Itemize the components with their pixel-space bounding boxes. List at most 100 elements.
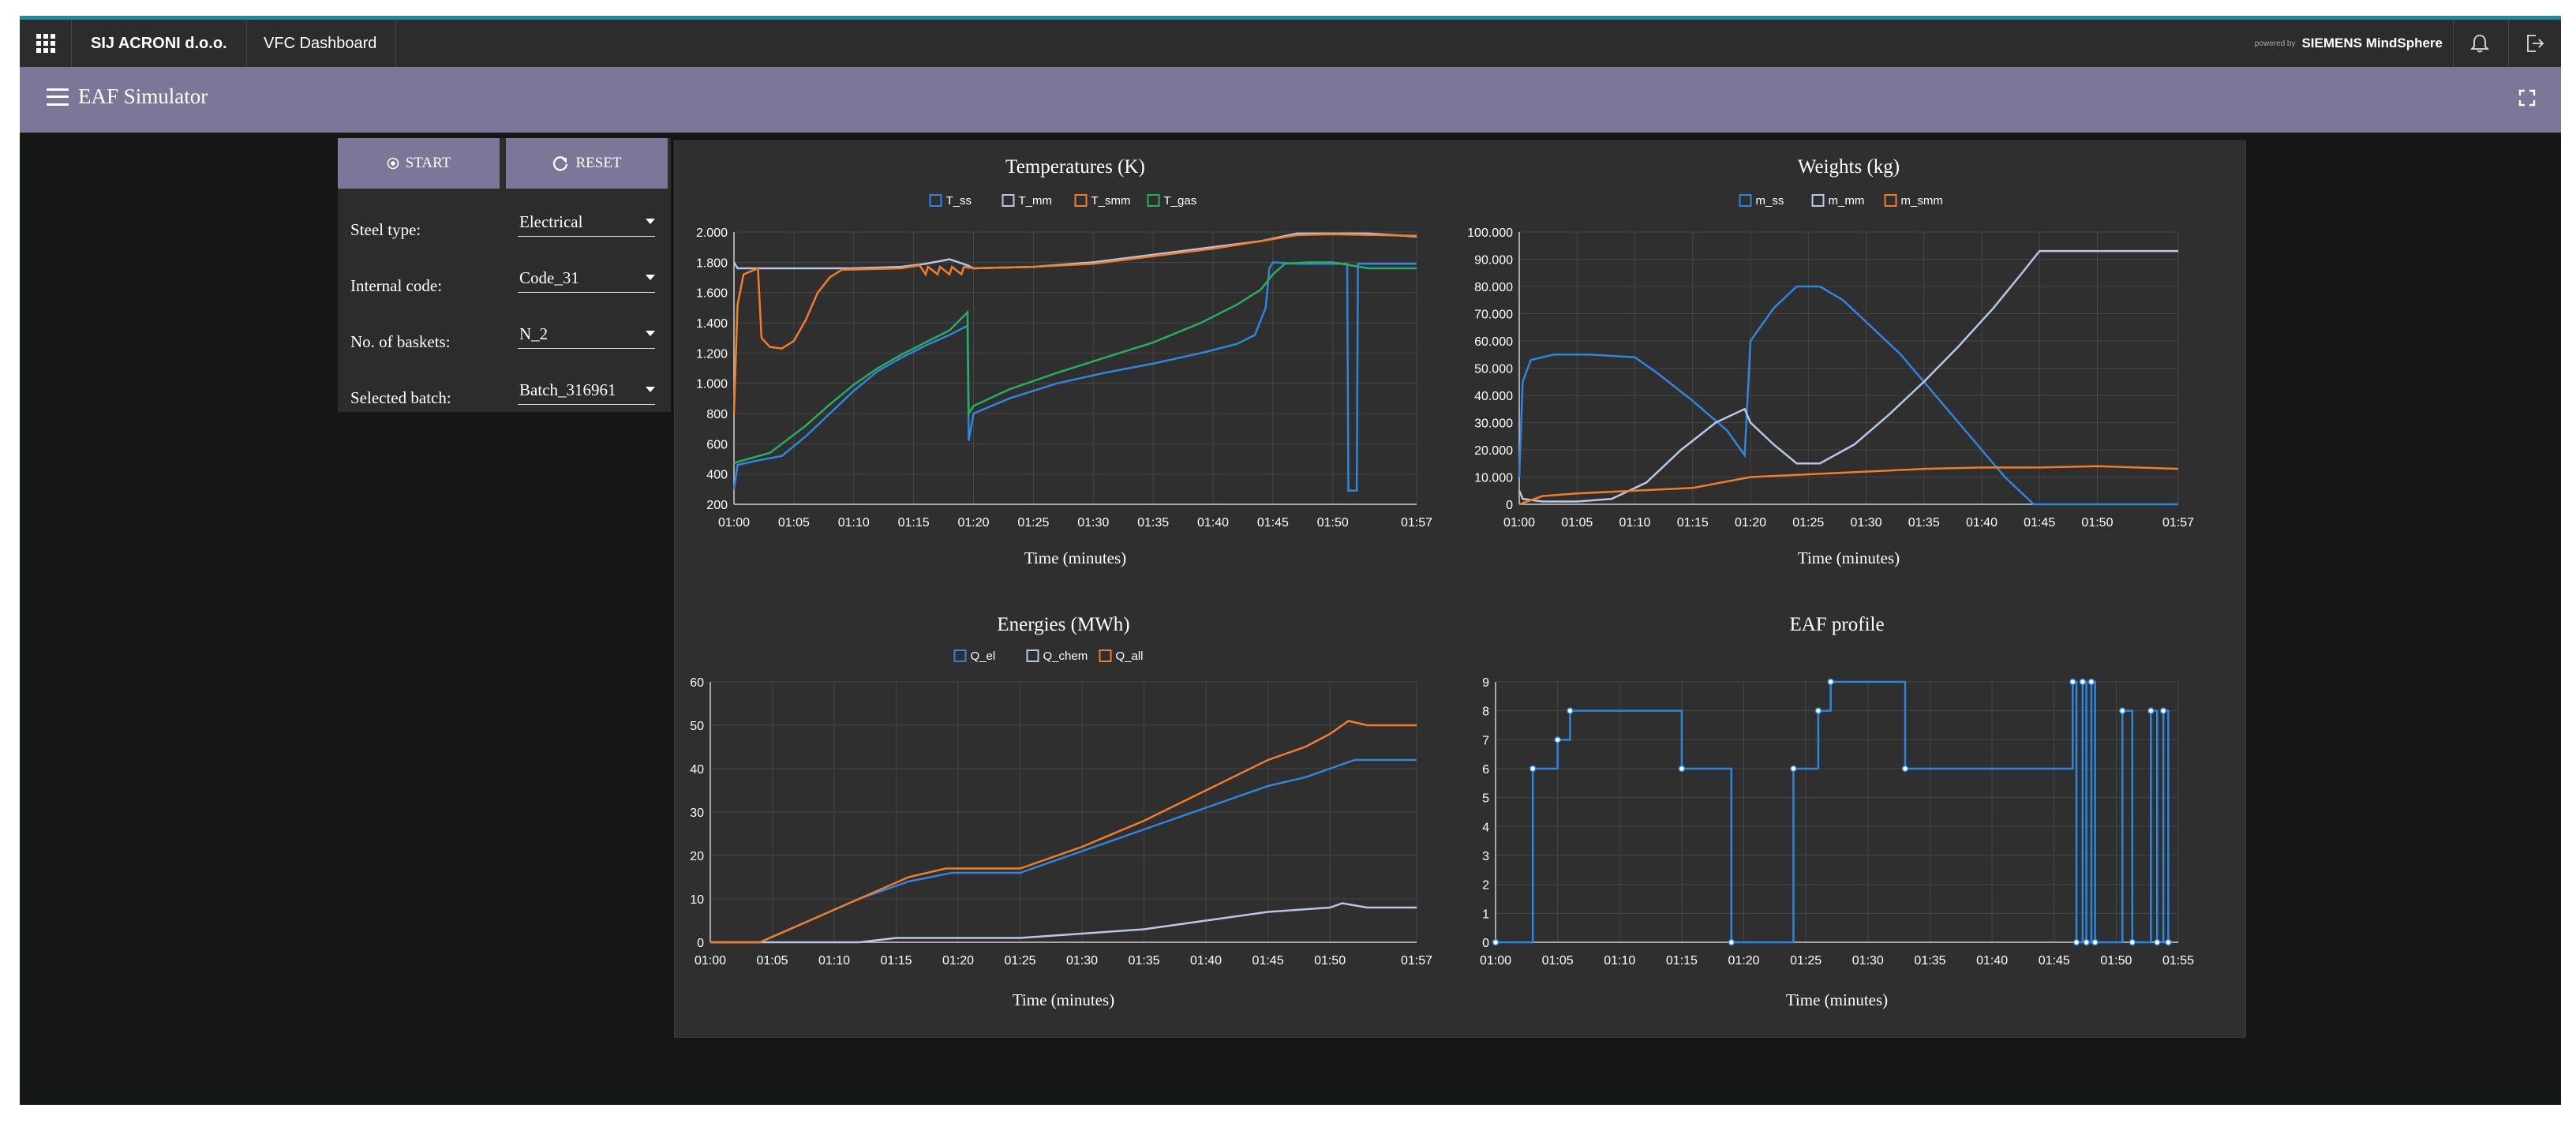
y-tick-label: 30 [690,807,704,820]
x-tick-label: 01:00 [1503,516,1535,530]
x-tick-label: 01:05 [1542,954,1574,968]
x-tick-label: 01:15 [898,516,930,530]
accent-line [20,16,2561,20]
batch-field: Selected batch: Batch_316961 [338,371,671,426]
data-point [2147,707,2155,714]
data-point [1678,765,1686,773]
play-circle-icon [387,157,399,170]
y-tick-label: 1 [1482,908,1489,921]
reset-label: RESET [575,155,622,171]
data-point [2091,938,2099,946]
weights-chart: Weights (kg) m_ss m_mm m_smm 0 10.000 20.000 30… [1467,156,2194,567]
x-tick-label: 01:10 [1619,516,1650,530]
steel-type-select[interactable]: Electrical [518,211,655,237]
brand-logo: powered by SIEMENS MindSphere [2255,20,2443,67]
legend-label: Q_all [1116,649,1144,663]
internal-code-value: Code_31 [519,268,579,287]
data-point [2165,938,2172,946]
x-tick-label: 01:40 [1190,954,1222,968]
x-tick-label: 01:50 [1317,516,1349,530]
page-title: EAF Simulator [78,84,208,108]
baskets-select[interactable]: N_2 [518,323,655,349]
chart-title: Energies (MWh) [997,614,1129,635]
data-point [1827,678,1834,686]
legend-item: m_mm [1811,194,1865,208]
y-tick-label: 60 [690,676,704,690]
x-tick-label: 01:15 [1677,516,1709,530]
data-point [2072,938,2080,946]
y-tick-label: 70.000 [1474,309,1513,322]
y-tick-label: 200 [706,499,728,512]
x-tick-label: 01:25 [1792,516,1824,530]
grid-icon [36,34,55,53]
caret-down-icon [646,331,655,336]
legend-swatch [1739,194,1752,207]
start-label: START [405,155,451,171]
y-tick-label: 10.000 [1474,472,1513,485]
x-tick-label: 01:25 [1005,954,1036,968]
data-point [2154,938,2161,946]
baskets-field: No. of baskets: N_2 [338,315,671,370]
y-tick-label: 3 [1482,850,1489,863]
chart-title: Temperatures (K) [1005,156,1145,178]
x-tick-label: 01:45 [1252,954,1284,968]
x-tick-label: 01:15 [1666,954,1698,968]
brand-name: SIEMENS MindSphere [2301,36,2443,51]
x-tick-label: 01:00 [718,516,750,530]
legend-item: T_mm [1002,194,1052,208]
y-tick-label: 20.000 [1474,444,1513,458]
batch-select[interactable]: Batch_316961 [518,379,655,405]
notifications-button[interactable] [2453,20,2506,67]
internal-code-select[interactable]: Code_31 [518,267,655,293]
legend-label: m_mm [1829,194,1865,208]
x-tick-label: 01:50 [2081,516,2113,530]
legend-swatch [953,649,967,662]
fullscreen-icon[interactable] [2518,89,2536,107]
y-tick-label: 5 [1482,792,1489,806]
charts-panel: Temperatures (K) T_ss T_mm T_smm T_gas 200 400… [674,140,2246,1038]
app-window: SIJ ACRONI d.o.o. VFC Dashboard powered … [20,16,2561,1105]
reset-button[interactable]: RESET [506,138,668,189]
y-tick-label: 0 [1506,499,1513,512]
simulator-controls: START RESET Steel type: Electrical Inter… [338,138,671,412]
legend-item: m_smm [1884,194,1943,208]
x-tick-label: 01:25 [1017,516,1049,530]
x-tick-label: 01:20 [1728,954,1760,968]
logout-button[interactable] [2508,20,2561,67]
y-tick-label: 1.600 [696,287,728,301]
app-name[interactable]: VFC Dashboard [245,20,397,67]
start-button[interactable]: START [338,138,500,189]
page-header: EAF Simulator [20,67,2561,133]
y-tick-label: 4 [1482,821,1489,834]
data-point [2083,938,2090,946]
y-tick-label: 100.000 [1467,226,1513,240]
legend-label: T_gas [1164,194,1197,208]
tenant-name[interactable]: SIJ ACRONI d.o.o. [72,20,247,67]
app-launcher-button[interactable] [20,20,72,67]
x-tick-label: 01:30 [1077,516,1109,530]
y-tick-label: 0 [1482,937,1489,950]
batch-label: Selected batch: [350,388,451,407]
y-tick-label: 6 [1482,763,1489,777]
y-tick-label: 600 [706,438,728,451]
x-tick-label: 01:20 [942,954,974,968]
y-tick-label: 1.200 [696,347,728,361]
legend-swatch [1099,649,1112,662]
data-point [2069,678,2076,686]
y-tick-label: 50 [690,720,704,733]
x-tick-label: 01:35 [1908,516,1940,530]
x-tick-label: 01:20 [957,516,989,530]
x-tick-label: 01:00 [695,954,726,968]
hamburger-menu-icon[interactable] [47,86,69,108]
y-tick-label: 800 [706,408,728,421]
x-tick-label: 01:00 [1480,954,1511,968]
x-tick-label: 01:05 [756,954,788,968]
x-tick-label: 01:45 [2024,516,2055,530]
y-tick-label: 20 [690,850,704,863]
series-line-m-mm [1518,249,2178,503]
legend-swatch [929,194,942,207]
legend-swatch [1074,194,1088,207]
x-tick-label: 01:05 [1561,516,1593,530]
baskets-value: N_2 [519,324,549,343]
legend-swatch [1026,649,1039,662]
